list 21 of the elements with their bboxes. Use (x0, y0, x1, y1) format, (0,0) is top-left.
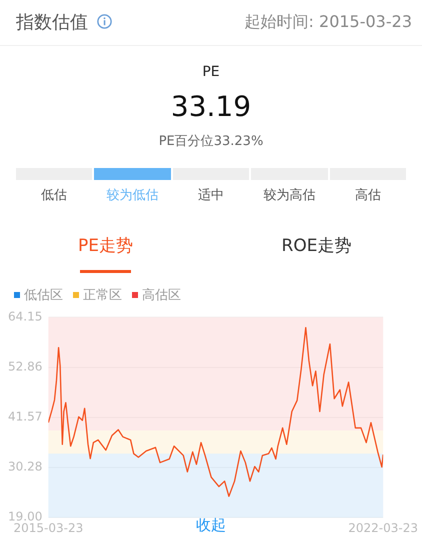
legend-label: 高估区 (142, 287, 181, 304)
category-label: 较为高估 (262, 187, 316, 204)
category-label: 较为低估 (106, 187, 160, 204)
category-label: 低估 (40, 187, 68, 204)
text: PE (201, 64, 221, 80)
y-tick-label: 52.86 (8, 359, 42, 374)
category-label: 高估 (354, 187, 382, 204)
legend-label: 正常区 (83, 287, 122, 304)
category-label: 适中 (196, 187, 225, 204)
text: ROE走势 (280, 235, 352, 257)
text: PE百分位33.23% (158, 133, 264, 150)
text: PE走势 (77, 235, 134, 257)
text: 起始时间: 2015-03-23 (244, 12, 412, 33)
y-tick-label: 41.57 (8, 410, 42, 424)
y-tick-label: 30.28 (8, 460, 42, 474)
annotation: 收起 (196, 516, 226, 534)
x-tick-label: 2022-03-23 (348, 520, 418, 535)
legend-label: 低估区 (24, 287, 63, 304)
text: 指数估值 (16, 11, 88, 34)
y-tick-label: 64.15 (8, 309, 42, 324)
text: 33.19 (170, 90, 252, 123)
